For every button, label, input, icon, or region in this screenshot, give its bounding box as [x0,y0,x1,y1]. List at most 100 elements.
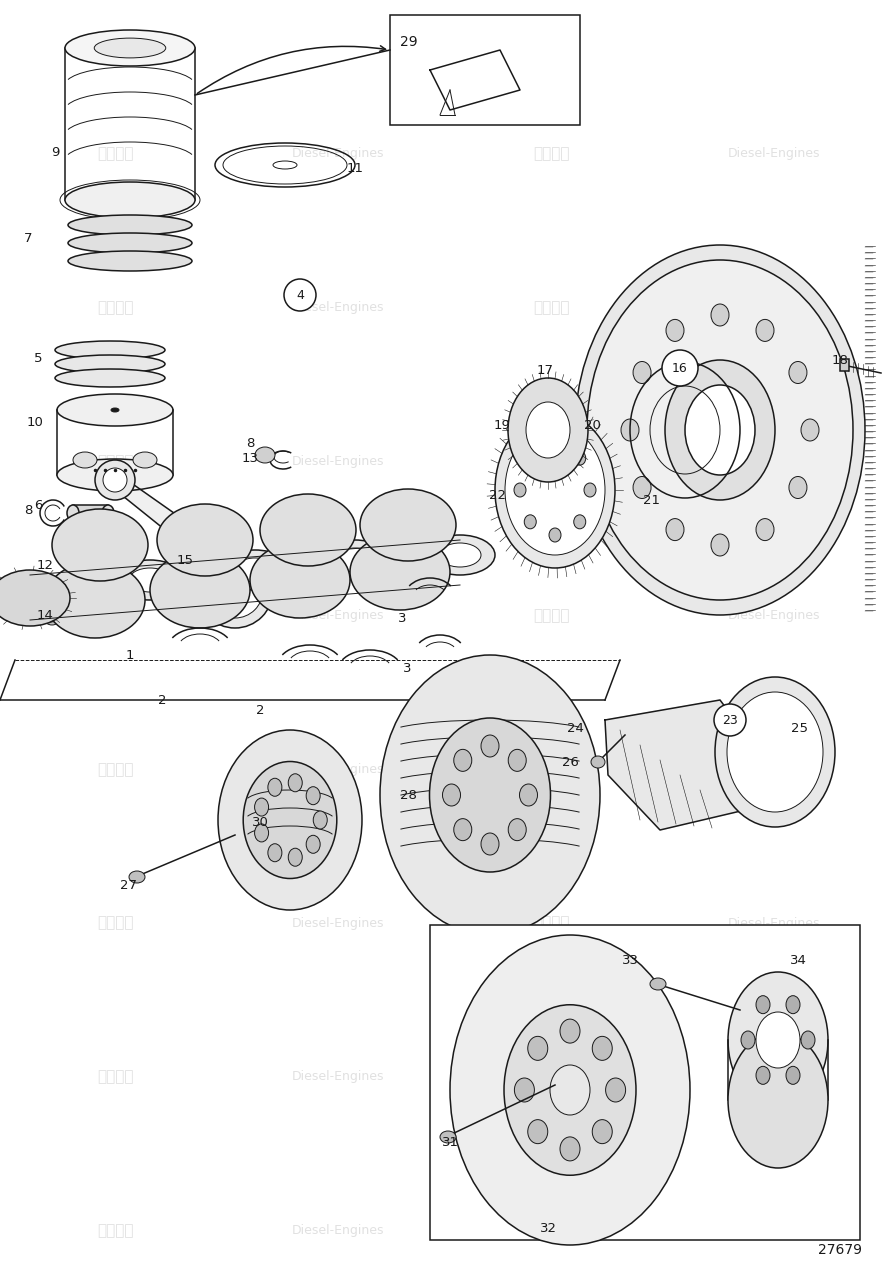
Text: 2: 2 [255,704,264,717]
Text: 13: 13 [241,451,258,464]
Text: Diesel-Engines: Diesel-Engines [292,1070,384,1083]
Text: 21: 21 [643,494,660,506]
Text: 8: 8 [24,504,32,517]
Ellipse shape [442,785,460,806]
Ellipse shape [633,362,651,383]
Text: 17: 17 [537,364,554,377]
Text: Diesel-Engines: Diesel-Engines [728,301,821,314]
Ellipse shape [45,615,59,626]
Text: Diesel-Engines: Diesel-Engines [292,147,384,160]
Ellipse shape [756,519,774,541]
Ellipse shape [255,447,275,463]
Ellipse shape [306,787,320,805]
Ellipse shape [67,505,79,520]
Ellipse shape [549,438,561,453]
Ellipse shape [666,519,684,541]
Text: 26: 26 [562,755,578,768]
Text: 紫发动力: 紫发动力 [533,1223,570,1238]
Text: 29: 29 [400,35,417,49]
Text: 紫发动力: 紫发动力 [533,1069,570,1085]
Ellipse shape [250,542,350,618]
Text: 10: 10 [27,415,44,428]
Ellipse shape [575,245,865,615]
Ellipse shape [756,996,770,1014]
Text: Diesel-Engines: Diesel-Engines [292,1224,384,1237]
Ellipse shape [549,528,561,542]
Ellipse shape [560,1019,580,1044]
Ellipse shape [650,978,666,990]
Ellipse shape [133,453,157,468]
Ellipse shape [789,477,807,499]
Text: 27679: 27679 [818,1244,862,1256]
Ellipse shape [65,29,195,65]
Text: 紫发动力: 紫发动力 [533,762,570,777]
Ellipse shape [528,1119,547,1144]
Text: 紫发动力: 紫发动力 [97,915,134,931]
Ellipse shape [504,1005,636,1176]
Ellipse shape [591,756,605,768]
Text: 紫发动力: 紫发动力 [533,146,570,162]
Ellipse shape [68,251,192,271]
Ellipse shape [801,419,819,441]
Text: 紫发动力: 紫发动力 [533,608,570,623]
Circle shape [284,279,316,312]
Ellipse shape [711,535,729,556]
Ellipse shape [22,587,68,613]
Ellipse shape [55,355,165,373]
Text: 紫发动力: 紫发动力 [97,608,134,623]
Ellipse shape [197,553,273,628]
Ellipse shape [526,403,570,458]
Bar [390,15,580,126]
Text: 7: 7 [24,232,32,245]
Text: 紫发动力: 紫发动力 [533,454,570,469]
Ellipse shape [220,550,290,590]
Ellipse shape [756,319,774,341]
Text: 30: 30 [252,815,269,828]
Text: Diesel-Engines: Diesel-Engines [292,301,384,314]
Ellipse shape [633,477,651,499]
Text: Diesel-Engines: Diesel-Engines [728,1070,821,1083]
Ellipse shape [741,1031,755,1049]
Ellipse shape [57,394,173,426]
Text: Diesel-Engines: Diesel-Engines [292,763,384,776]
Text: 9: 9 [51,145,60,159]
Ellipse shape [728,1032,828,1168]
Ellipse shape [727,692,823,812]
Text: 3: 3 [403,662,411,674]
Ellipse shape [756,1011,800,1068]
Ellipse shape [65,182,195,218]
Ellipse shape [440,1131,456,1144]
Ellipse shape [313,812,328,829]
Ellipse shape [481,735,499,756]
Ellipse shape [207,562,263,618]
Ellipse shape [574,515,586,528]
Ellipse shape [520,785,538,806]
Ellipse shape [320,540,390,579]
Ellipse shape [528,1036,547,1060]
Text: 16: 16 [672,362,688,374]
Ellipse shape [801,1031,815,1049]
Ellipse shape [584,483,596,497]
Ellipse shape [55,369,165,387]
Ellipse shape [150,553,250,628]
Ellipse shape [218,729,362,910]
Text: 11: 11 [346,162,363,174]
Ellipse shape [514,483,526,497]
Text: 31: 31 [441,1136,458,1149]
Ellipse shape [574,451,586,465]
Text: 34: 34 [789,954,806,967]
Text: Diesel-Engines: Diesel-Engines [728,455,821,468]
Ellipse shape [255,824,269,842]
Ellipse shape [605,1078,626,1103]
Ellipse shape [157,504,253,576]
Text: 25: 25 [791,722,808,735]
Ellipse shape [94,38,166,58]
Text: 18: 18 [831,354,848,367]
Polygon shape [430,50,520,110]
Ellipse shape [103,468,127,492]
Ellipse shape [786,996,800,1014]
Text: Diesel-Engines: Diesel-Engines [728,147,821,160]
Ellipse shape [514,1078,534,1103]
Text: 23: 23 [722,714,738,727]
Ellipse shape [592,1036,612,1060]
